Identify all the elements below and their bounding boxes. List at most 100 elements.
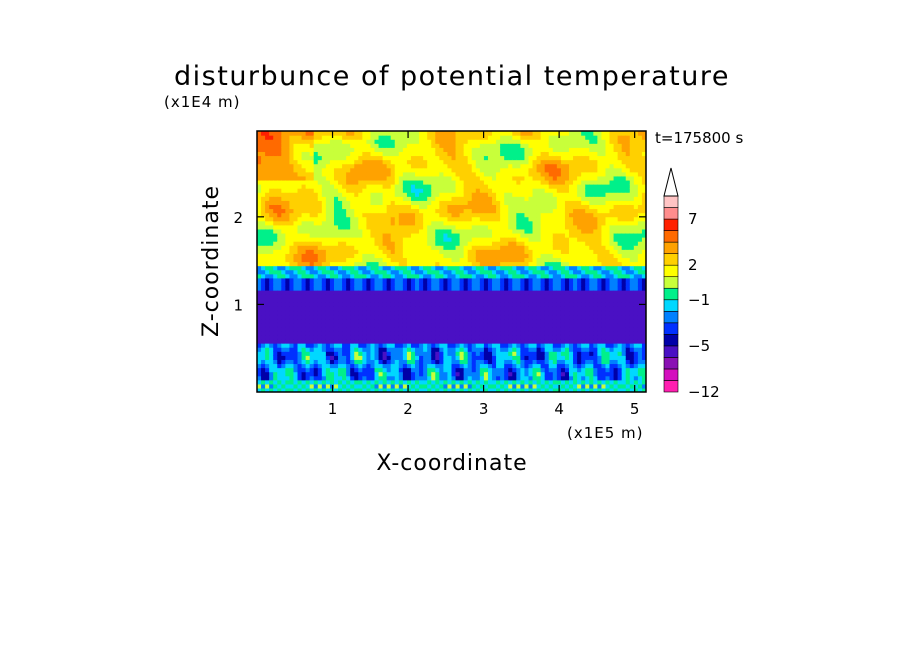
- field-cell: [402, 216, 408, 222]
- field-cell: [305, 232, 311, 238]
- field-cell: [333, 179, 339, 185]
- field-cell: [564, 131, 570, 136]
- field-cell: [467, 338, 473, 344]
- field-cell: [479, 355, 485, 360]
- field-cell: [467, 220, 473, 226]
- field-cell: [390, 277, 396, 283]
- field-cell: [358, 163, 363, 169]
- field-cell: [273, 220, 278, 226]
- field-cell: [479, 192, 485, 197]
- field-cell: [544, 245, 550, 250]
- field-cell: [459, 216, 465, 222]
- field-cell: [346, 294, 351, 299]
- field-cell: [483, 232, 489, 238]
- field-cell: [455, 204, 461, 210]
- field-cell: [257, 228, 262, 234]
- field-cell: [508, 355, 513, 360]
- field-cell: [431, 216, 436, 222]
- field-cell: [285, 241, 291, 246]
- field-cell: [289, 338, 295, 344]
- field-cell: [524, 163, 530, 169]
- field-cell: [423, 290, 428, 295]
- field-cell: [443, 245, 449, 250]
- field-cell: [370, 196, 376, 201]
- field-cell: [289, 212, 295, 218]
- field-cell: [475, 228, 481, 234]
- field-cell: [471, 306, 477, 312]
- field-cell: [289, 387, 295, 392]
- field-cell: [419, 220, 424, 226]
- field-cell: [536, 359, 542, 365]
- field-cell: [447, 228, 453, 234]
- field-cell: [354, 379, 359, 385]
- field-cell: [564, 338, 570, 344]
- field-cell: [528, 363, 534, 369]
- field-cell: [569, 139, 574, 144]
- field-cell: [374, 273, 380, 279]
- field-cell: [415, 302, 420, 307]
- field-cell: [346, 367, 351, 373]
- field-cell: [556, 179, 562, 185]
- field-cell: [289, 232, 295, 238]
- field-cell: [362, 135, 367, 140]
- field-cell: [459, 249, 465, 254]
- field-cell: [564, 326, 570, 332]
- field-cell: [451, 306, 457, 312]
- field-cell: [451, 200, 457, 206]
- field-cell: [471, 135, 477, 140]
- field-cell: [564, 200, 570, 206]
- field-cell: [362, 131, 367, 136]
- field-cell: [528, 294, 534, 299]
- field-cell: [556, 314, 562, 320]
- field-cell: [564, 204, 570, 210]
- field-cell: [479, 184, 485, 189]
- field-cell: [297, 269, 303, 275]
- field-cell: [451, 363, 457, 369]
- field-cell: [338, 131, 343, 136]
- field-cell: [447, 363, 453, 369]
- field-cell: [447, 379, 453, 385]
- field-cell: [552, 216, 558, 222]
- field-cell: [362, 294, 367, 299]
- field-cell: [415, 192, 420, 197]
- field-cell: [508, 298, 513, 303]
- field-cell: [536, 245, 542, 250]
- field-cell: [479, 314, 485, 320]
- field-cell: [378, 241, 384, 246]
- field-cell: [479, 281, 485, 287]
- field-cell: [447, 139, 453, 144]
- field-cell: [471, 192, 477, 197]
- field-cell: [451, 196, 457, 201]
- field-cell: [338, 184, 343, 189]
- field-cell: [467, 359, 473, 365]
- field-cell: [471, 131, 477, 136]
- field-cell: [496, 371, 501, 377]
- field-cell: [427, 163, 432, 169]
- field-cell: [564, 347, 570, 352]
- field-cell: [508, 294, 513, 299]
- field-cell: [398, 216, 404, 222]
- field-cell: [285, 220, 291, 226]
- field-cell: [289, 269, 295, 275]
- field-cell: [350, 245, 355, 250]
- field-cell: [459, 253, 465, 259]
- field-cell: [350, 232, 355, 238]
- field-cell: [273, 367, 278, 373]
- field-cell: [471, 310, 477, 316]
- field-cell: [273, 241, 278, 246]
- field-cell: [451, 310, 457, 316]
- field-cell: [301, 241, 307, 246]
- field-cell: [269, 143, 274, 148]
- field-cell: [479, 257, 485, 263]
- field-cell: [398, 314, 404, 320]
- field-cell: [532, 269, 538, 275]
- field-cell: [289, 273, 295, 279]
- field-cell: [528, 318, 534, 324]
- field-cell: [435, 314, 440, 320]
- field-cell: [459, 261, 465, 267]
- field-cell: [496, 322, 501, 328]
- field-cell: [265, 204, 270, 210]
- field-cell: [410, 314, 416, 320]
- field-cell: [544, 347, 550, 352]
- field-cell: [483, 216, 489, 222]
